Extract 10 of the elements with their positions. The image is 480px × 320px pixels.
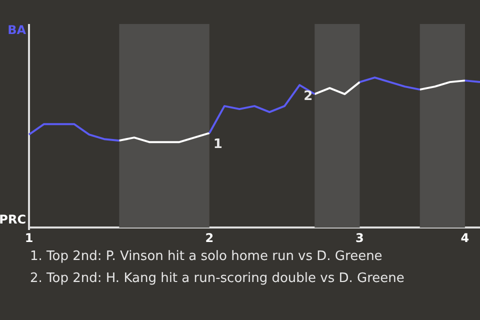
text: 2. Top 2nd: H. Kang hit a run-scoring double vs D. Greene <box>30 270 406 288</box>
annotation: 1 <box>213 136 222 152</box>
x-tick-label: 1 <box>24 230 34 245</box>
annotation: 2 <box>304 88 313 104</box>
text: BA <box>8 23 27 38</box>
text: 1. Top 2nd: P. Vinson hit a solo home run vs D. Greene <box>30 248 384 266</box>
x-tick-label: 4 <box>460 230 470 245</box>
x-tick-label: 2 <box>205 230 214 245</box>
x-tick-label: 3 <box>356 230 364 245</box>
text: PRC <box>0 212 26 227</box>
